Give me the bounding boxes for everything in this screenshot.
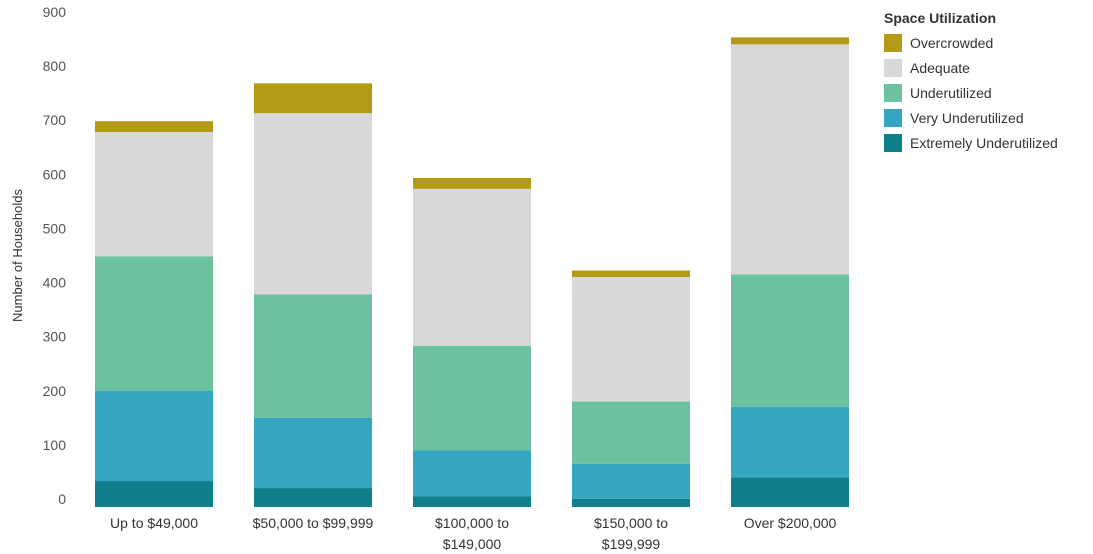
legend-swatch <box>884 58 902 77</box>
bar-segment-extremely-underutilized[interactable] <box>95 481 213 507</box>
bar-segment-extremely-underutilized[interactable] <box>254 488 372 507</box>
bar-segment-underutilized[interactable] <box>254 294 372 418</box>
x-tick-label: $150,000 to <box>594 515 668 531</box>
bar-segment-very-underutilized[interactable] <box>254 417 372 489</box>
y-tick-label: 700 <box>43 112 67 128</box>
bar-segment-overcrowded[interactable] <box>254 83 372 114</box>
legend-label: Underutilized <box>910 84 992 101</box>
legend: Space Utilization Overcrowded Adequate Und… <box>884 10 1058 155</box>
bar-segment-underutilized[interactable] <box>572 401 690 464</box>
y-tick-label: 100 <box>43 437 67 453</box>
y-tick-label: 800 <box>43 58 67 74</box>
legend-item[interactable]: Overcrowded <box>884 30 1058 55</box>
legend-item[interactable]: Adequate <box>884 55 1058 80</box>
y-tick-label: 200 <box>43 383 67 399</box>
y-axis-ticks: 0 100 200 300 400 500 600 700 800 900 <box>43 4 67 507</box>
x-tick-label: Over $200,000 <box>744 515 837 531</box>
bar-segment-overcrowded[interactable] <box>731 37 849 45</box>
x-tick-label: Up to $49,000 <box>110 515 198 531</box>
bar-segment-extremely-underutilized[interactable] <box>413 496 531 507</box>
legend-item[interactable]: Very Underutilized <box>884 105 1058 130</box>
y-axis-title: Number of Households <box>10 189 25 322</box>
bar-segment-adequate[interactable] <box>254 113 372 295</box>
x-tick-label: $50,000 to $99,999 <box>253 515 374 531</box>
legend-swatch <box>884 33 902 52</box>
bar-segment-extremely-underutilized[interactable] <box>572 498 690 507</box>
bar-segment-extremely-underutilized[interactable] <box>731 477 849 507</box>
bar-segment-overcrowded[interactable] <box>95 121 213 133</box>
x-tick-label: $199,999 <box>602 536 661 552</box>
bar-segment-very-underutilized[interactable] <box>731 406 849 478</box>
legend-swatch <box>884 133 902 152</box>
legend-item[interactable]: Underutilized <box>884 80 1058 105</box>
x-tick-label: $100,000 to <box>435 515 509 531</box>
bar-segment-adequate[interactable] <box>572 277 690 402</box>
stacked-bar-chart: 0 100 200 300 400 500 600 700 800 900 Number of H… <box>10 4 849 552</box>
y-tick-label: 300 <box>43 329 67 345</box>
x-axis-category-labels: Up to $49,000 $50,000 to $99,999 $100,000 … <box>110 515 837 552</box>
bar-segment-adequate[interactable] <box>731 44 849 275</box>
bar-segment-adequate[interactable] <box>95 132 213 257</box>
legend-label: Adequate <box>910 59 970 76</box>
y-tick-label: 0 <box>58 491 66 507</box>
bar-segment-very-underutilized[interactable] <box>413 450 531 497</box>
legend-items: Overcrowded Adequate Underutilized Very Und… <box>884 30 1058 155</box>
legend-swatch <box>884 108 902 127</box>
bar-segment-underutilized[interactable] <box>95 256 213 391</box>
legend-title: Space Utilization <box>884 10 997 26</box>
legend-swatch <box>884 83 902 102</box>
legend-label: Overcrowded <box>910 34 994 51</box>
y-tick-label: 600 <box>43 166 67 182</box>
bar-segment-very-underutilized[interactable] <box>572 463 690 499</box>
legend-label: Very Underutilized <box>910 109 1024 126</box>
bar-segment-underutilized[interactable] <box>731 274 849 407</box>
bar-segment-overcrowded[interactable] <box>572 270 690 278</box>
bar-segment-overcrowded[interactable] <box>413 178 531 189</box>
y-tick-label: 900 <box>43 4 67 20</box>
bar-segment-very-underutilized[interactable] <box>95 390 213 482</box>
bar-segment-underutilized[interactable] <box>413 345 531 451</box>
bars <box>95 37 849 507</box>
bar-segment-adequate[interactable] <box>413 188 531 346</box>
x-tick-label: $149,000 <box>443 536 502 552</box>
y-tick-label: 400 <box>43 275 67 291</box>
legend-label: Extremely Underutilized <box>910 134 1058 151</box>
y-tick-label: 500 <box>43 220 67 236</box>
legend-item[interactable]: Extremely Underutilized <box>884 130 1058 155</box>
